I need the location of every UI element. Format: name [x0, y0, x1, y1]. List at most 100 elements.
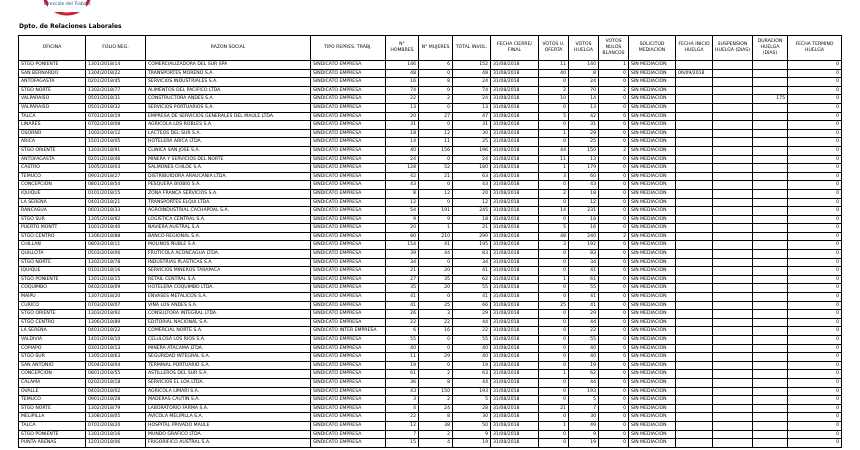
table-cell: 20 — [385, 223, 419, 233]
table-cell: 13 — [568, 154, 599, 165]
column-header: FECHA INICIO HUELGA — [675, 35, 713, 61]
table-cell: 20 — [418, 266, 453, 276]
table-cell: 31/08/2018 — [490, 438, 539, 448]
table-cell: 0 — [787, 188, 842, 199]
table-cell: 22 — [418, 317, 453, 328]
table-cell: 48 — [385, 68, 419, 79]
table-cell: 19 — [568, 438, 599, 448]
table-cell: NAVIERA AUSTRAL S.A. — [145, 223, 311, 233]
table-cell: 0 — [787, 412, 842, 422]
table-cell — [752, 171, 788, 182]
column-header: N° MUJERES — [418, 35, 453, 61]
table-cell: SIN MEDIACION — [628, 145, 676, 156]
table-cell: SERVICIOS EL LOA LTDA. — [145, 377, 311, 388]
table-cell: RANCAGUA — [18, 206, 86, 216]
table-cell: 8 — [418, 377, 453, 388]
table-cell: 31/08/2018 — [490, 403, 539, 414]
table-cell: 50 — [452, 420, 491, 431]
table-cell: 9 — [385, 214, 419, 225]
table-cell: 31/08/2018 — [490, 85, 539, 96]
table-cell: 0 — [538, 352, 569, 362]
table-cell — [752, 180, 788, 190]
table-cell: SINDICATO EMPRESA — [310, 360, 386, 371]
table-cell: 0 — [787, 429, 842, 440]
table-cell: 0 — [598, 283, 629, 294]
table-cell: 0 — [538, 249, 569, 259]
table-cell: 39 — [385, 249, 419, 259]
table-cell: SIN MEDIACION — [628, 111, 676, 122]
table-cell: 0 — [538, 326, 569, 336]
table-row: CASTRO 1005/2018/03 SALMONES CHILOE S.A. SI… — [18, 163, 842, 173]
table-cell — [675, 300, 713, 311]
table-cell — [712, 154, 753, 165]
table-cell: SINDICATO EMPRESA — [310, 249, 386, 259]
table-cell: MUNDO GRAFICO LTDA. — [145, 429, 311, 440]
table-row: PUNTA ARENAS 1201/2018/06 FRIGORIFICO AUST… — [18, 438, 842, 448]
table-cell: SAN ANTONIO — [18, 360, 86, 371]
table-cell: 3 — [538, 171, 569, 182]
table-cell: 31/08/2018 — [490, 111, 539, 122]
table-cell: STGO NORTE — [18, 257, 86, 268]
table-cell: 66 — [452, 300, 491, 311]
table-cell: MOLINOS ÑUBLE S.A. — [145, 240, 311, 251]
table-cell: 0 — [598, 94, 629, 104]
table-cell: 16 — [568, 223, 599, 233]
table-cell: 0 — [598, 377, 629, 388]
table-cell: 0 — [598, 180, 629, 190]
table-cell: 0 — [787, 266, 842, 276]
table-cell: 29 — [568, 309, 599, 319]
table-cell: 61 — [385, 369, 419, 379]
table-cell: 0201/2018/45 — [85, 77, 146, 87]
table-cell: 34 — [568, 257, 599, 268]
table-cell: SINDICATO EMPRESA — [310, 395, 386, 405]
table-cell — [752, 206, 788, 216]
table-cell: 0 — [538, 343, 569, 354]
table-cell: 0402/2018/09 — [85, 283, 146, 294]
table-cell: 22 — [568, 326, 599, 336]
table-cell: 6 — [418, 60, 453, 70]
table-cell: SIN MEDIACION — [628, 102, 676, 113]
table-cell: 0 — [418, 154, 453, 165]
table-cell — [712, 249, 753, 259]
table-cell: 24 — [452, 154, 491, 165]
table-cell: 62 — [568, 369, 599, 379]
column-header: OFICINA — [18, 35, 86, 61]
table-cell: 55 — [568, 283, 599, 294]
table-cell: STGO ORIENTE — [18, 309, 86, 319]
table-cell: 1306/2018/88 — [85, 231, 146, 242]
table-cell: 0201/2018/46 — [85, 154, 146, 165]
table-cell: 1 — [418, 223, 453, 233]
table-cell — [712, 317, 753, 328]
table-cell — [675, 163, 713, 173]
table-cell: 0 — [538, 214, 569, 225]
table-cell: COQUIMBO — [18, 283, 86, 294]
table-cell: SINDICATO EMPRESA — [310, 438, 386, 448]
table-cell: 0 — [787, 240, 842, 251]
table-cell: 0 — [598, 317, 629, 328]
table-cell: 0 — [787, 223, 842, 233]
table-cell: TEMUCO — [18, 395, 86, 405]
table-cell: 11 — [538, 154, 569, 165]
table-cell — [712, 85, 753, 96]
table-cell — [752, 223, 788, 233]
table-cell: 0 — [598, 188, 629, 199]
table-cell: 0 — [598, 274, 629, 285]
table-cell: SINDICATO EMPRESA — [310, 206, 386, 216]
table-cell: 31/08/2018 — [490, 206, 539, 216]
table-cell: SIN MEDIACION — [628, 403, 676, 414]
table-row: STGO CENTRO 1306/2018/88 BANCO REGIONAL S.… — [18, 231, 842, 242]
table-cell: FRIGORIFICO AUSTRAL S.A. — [145, 438, 311, 448]
table-row: STGO SUR 1305/2018/63 SEGURIDAD INTEGRAL S… — [18, 352, 842, 362]
table-cell: STGO PONIENTE — [18, 274, 86, 285]
table-cell: 0 — [538, 335, 569, 345]
table-cell: 0 — [538, 309, 569, 319]
table-cell: 54 — [385, 206, 419, 216]
table-cell: 34 — [452, 257, 491, 268]
table-cell: 180 — [452, 163, 491, 173]
table-cell: VALPARAISO — [18, 94, 86, 104]
table-cell — [675, 77, 713, 87]
table-cell: 30 — [452, 412, 491, 422]
table-cell: 25 — [568, 137, 599, 147]
table-cell — [752, 120, 788, 130]
table-cell: 191 — [418, 206, 453, 216]
